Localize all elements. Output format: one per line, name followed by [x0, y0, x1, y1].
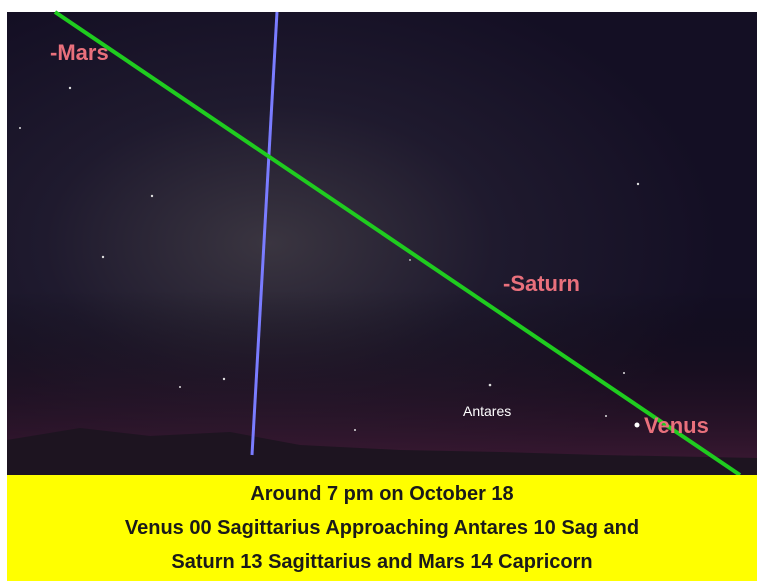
caption-line: Around 7 pm on October 18 — [250, 477, 513, 511]
venus-dot — [635, 423, 640, 428]
caption-line: Venus 00 Sagittarius Approaching Antares… — [125, 511, 639, 545]
page: -Mars -Saturn Antares Venus Around 7 pm … — [0, 0, 764, 581]
caption-line: Saturn 13 Sagittarius and Mars 14 Capric… — [171, 545, 592, 579]
mars-label: -Mars — [50, 40, 109, 65]
caption: Around 7 pm on October 18 Venus 00 Sagit… — [7, 475, 757, 581]
horizon-glow — [7, 12, 757, 475]
saturn-label: -Saturn — [503, 271, 580, 296]
venus-label: Venus — [644, 413, 709, 438]
antares-label: Antares — [463, 403, 511, 419]
